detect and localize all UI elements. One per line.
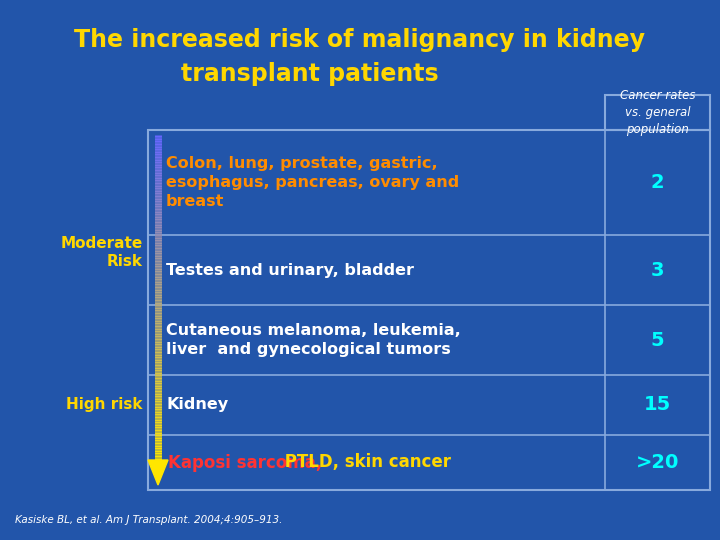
Text: Testes and urinary, bladder: Testes and urinary, bladder — [166, 262, 414, 278]
Bar — [148, 130, 710, 490]
Text: 5: 5 — [651, 330, 665, 349]
Text: The increased risk of malignancy in kidney: The increased risk of malignancy in kidn… — [74, 28, 646, 52]
Text: >20: >20 — [636, 453, 679, 472]
Text: PTLD, skin cancer: PTLD, skin cancer — [279, 454, 451, 471]
Text: Moderate
Risk: Moderate Risk — [60, 235, 143, 269]
Text: 15: 15 — [644, 395, 671, 415]
Text: 3: 3 — [651, 260, 665, 280]
Text: Kaposi sarcoma,: Kaposi sarcoma, — [168, 454, 322, 471]
Text: transplant patients: transplant patients — [181, 62, 438, 86]
Text: High risk: High risk — [66, 397, 143, 413]
Bar — [605, 95, 710, 130]
Polygon shape — [148, 460, 168, 485]
Text: Cancer rates
vs. general
population: Cancer rates vs. general population — [620, 89, 696, 136]
Text: Kasiske BL, et al. Am J Transplant. 2004;4:905–913.: Kasiske BL, et al. Am J Transplant. 2004… — [15, 515, 282, 525]
Text: Kidney: Kidney — [166, 397, 228, 413]
Text: Cutaneous melanoma, leukemia,
liver  and gynecological tumors: Cutaneous melanoma, leukemia, liver and … — [166, 323, 461, 357]
Text: Colon, lung, prostate, gastric,
esophagus, pancreas, ovary and
breast: Colon, lung, prostate, gastric, esophagu… — [166, 156, 459, 209]
Text: 2: 2 — [651, 173, 665, 192]
